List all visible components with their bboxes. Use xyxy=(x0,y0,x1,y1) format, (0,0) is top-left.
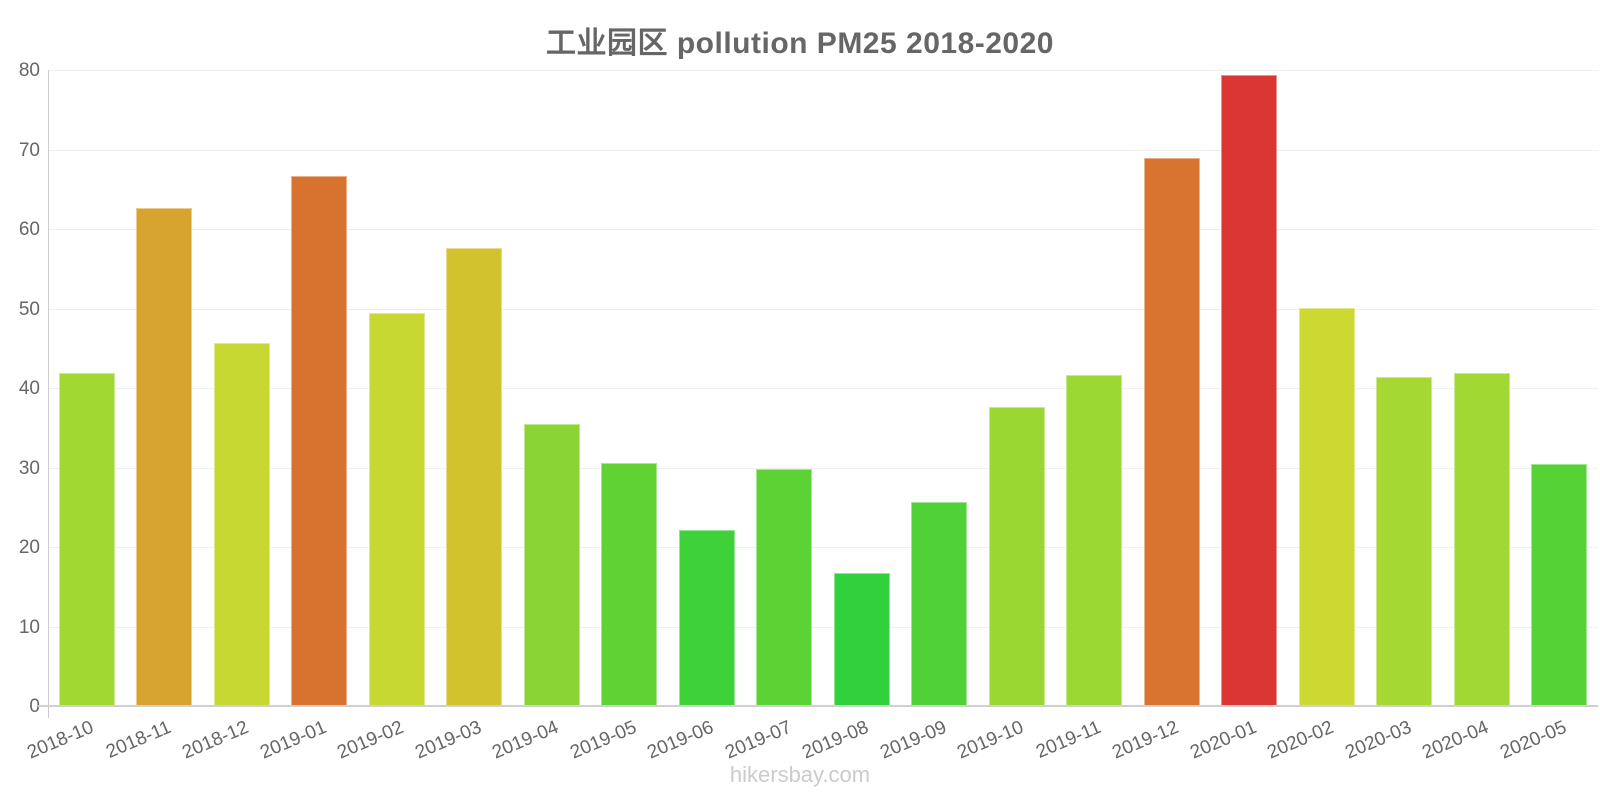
x-axis-label-2019-12: 2019-12 xyxy=(1109,716,1182,764)
gridline-y-40 xyxy=(48,388,1598,389)
bar-2019-01[interactable] xyxy=(291,176,348,705)
y-axis-label-20: 20 xyxy=(18,537,40,558)
x-axis-label-2019-09: 2019-09 xyxy=(876,716,950,764)
x-axis-label-2019-03: 2019-03 xyxy=(411,716,485,764)
bar-2019-06[interactable] xyxy=(678,530,735,705)
gridline-y-50 xyxy=(48,308,1598,310)
bar-2020-04[interactable] xyxy=(1453,372,1510,705)
x-axis-label-2018-11: 2018-11 xyxy=(103,716,175,763)
x-axis-label-2019-05: 2019-05 xyxy=(566,716,640,764)
bar-2019-03[interactable] xyxy=(446,247,503,705)
bar-2018-10[interactable] xyxy=(58,373,115,705)
x-axis-label-2019-02: 2019-02 xyxy=(334,716,407,764)
bar-2020-01[interactable] xyxy=(1221,75,1278,705)
bar-2019-07[interactable] xyxy=(756,468,813,705)
x-axis-line xyxy=(38,705,1598,707)
bar-2020-03[interactable] xyxy=(1376,376,1433,705)
x-axis-label-2019-11: 2019-11 xyxy=(1033,716,1105,763)
x-axis-label-2018-10: 2018-10 xyxy=(24,716,97,764)
x-axis-label-2019-07: 2019-07 xyxy=(721,716,795,764)
y-axis-label-50: 50 xyxy=(18,298,40,320)
bar-2019-04[interactable] xyxy=(523,423,580,705)
x-axis-label-2020-05: 2020-05 xyxy=(1496,716,1570,764)
x-axis-label-2020-03: 2020-03 xyxy=(1341,716,1415,764)
bar-2019-02[interactable] xyxy=(368,313,425,705)
bar-2020-05[interactable] xyxy=(1531,464,1588,705)
gridline-y-30 xyxy=(48,467,1598,469)
y-axis-label-60: 60 xyxy=(18,219,40,240)
bar-2019-05[interactable] xyxy=(601,462,658,705)
gridline-y-10 xyxy=(48,626,1598,628)
bar-2019-12[interactable] xyxy=(1143,158,1200,705)
x-axis-label-2019-04: 2019-04 xyxy=(489,716,562,764)
x-axis-label-2019-10: 2019-10 xyxy=(954,716,1027,764)
bar-2018-11[interactable] xyxy=(136,208,193,705)
y-axis-label-40: 40 xyxy=(18,378,40,399)
x-axis-label-2019-06: 2019-06 xyxy=(644,716,717,764)
bar-2019-08[interactable] xyxy=(833,573,890,705)
y-axis-line xyxy=(48,70,49,718)
watermark-text: hikersbay.com xyxy=(729,762,871,787)
x-axis-label-2020-01: 2020-01 xyxy=(1186,716,1260,764)
x-axis-label-2020-04: 2020-04 xyxy=(1419,716,1492,764)
gridline-y-80 xyxy=(48,70,1598,71)
x-axis-label-2018-12: 2018-12 xyxy=(179,716,252,764)
x-axis-label-2019-01: 2019-01 xyxy=(256,716,330,764)
chart-title: 工业园区 pollution PM25 2018-2020 xyxy=(546,27,1054,60)
gridline-y-70 xyxy=(48,149,1598,151)
x-axis-label-2020-02: 2020-02 xyxy=(1264,716,1337,764)
bar-2019-09[interactable] xyxy=(911,502,968,705)
gridline-y-60 xyxy=(48,229,1598,230)
y-axis-label-30: 30 xyxy=(18,457,40,479)
y-axis-label-0: 0 xyxy=(29,696,40,717)
bar-2018-12[interactable] xyxy=(213,343,270,705)
y-axis-label-80: 80 xyxy=(18,60,40,81)
bar-2019-11[interactable] xyxy=(1066,375,1123,705)
bar-2020-02[interactable] xyxy=(1298,308,1355,705)
y-axis-label-70: 70 xyxy=(18,139,40,161)
gridline-y-20 xyxy=(48,547,1598,548)
bar-2019-10[interactable] xyxy=(988,406,1045,705)
y-axis-label-10: 10 xyxy=(18,616,40,638)
x-axis-label-2019-08: 2019-08 xyxy=(799,716,872,764)
